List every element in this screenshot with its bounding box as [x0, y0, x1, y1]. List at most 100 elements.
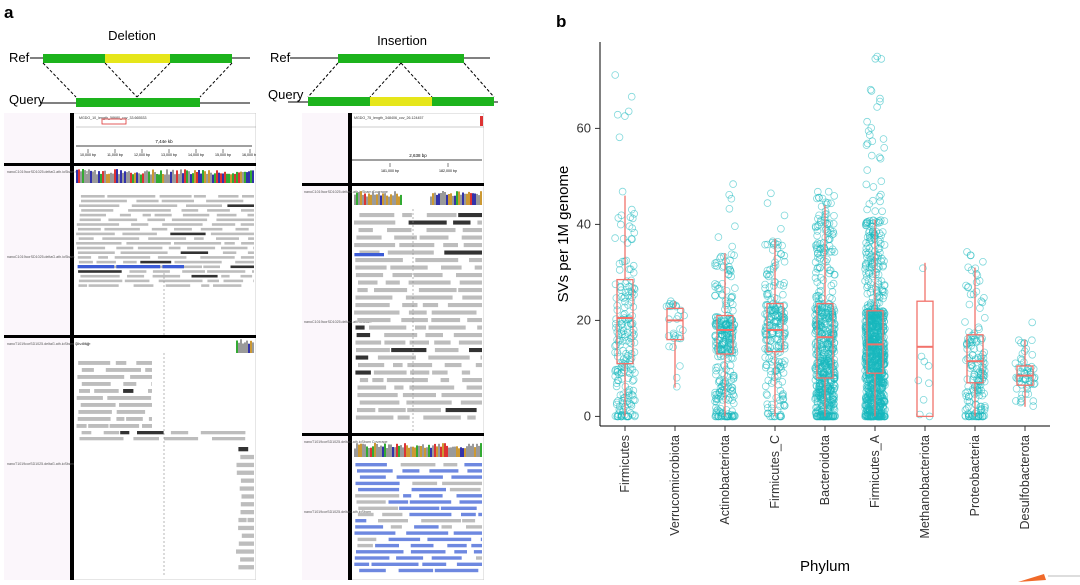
data-point — [627, 276, 636, 285]
x-tick-label: Bacteroidota — [818, 435, 832, 505]
igv-read — [76, 223, 120, 226]
igv-coverage-bar — [400, 445, 402, 457]
data-point — [673, 382, 681, 391]
igv-coverage-bar — [358, 192, 360, 205]
data-point — [613, 110, 622, 119]
igv-read — [181, 209, 199, 212]
data-point — [730, 320, 738, 329]
data-point — [822, 358, 831, 367]
data-point — [876, 239, 885, 248]
insertion-schematic: Insertion Ref Query — [268, 33, 498, 106]
data-point — [979, 412, 987, 421]
igv-read — [461, 512, 476, 517]
insertion-ref-label: Ref — [270, 50, 291, 65]
data-point — [628, 205, 636, 214]
igv-read — [357, 318, 391, 323]
data-point — [816, 251, 825, 259]
data-point — [962, 281, 970, 290]
igv-read — [76, 396, 103, 400]
data-point — [825, 219, 834, 228]
data-point — [876, 393, 885, 401]
igv-read — [170, 431, 189, 435]
igv-read — [77, 246, 106, 250]
data-point — [761, 280, 769, 289]
box-iqr — [616, 278, 634, 365]
data-point — [880, 291, 888, 300]
igv-read — [388, 500, 409, 504]
data-point — [819, 256, 828, 265]
data-point — [861, 277, 869, 285]
igv-read — [206, 199, 244, 203]
igv-read — [355, 258, 403, 263]
igv-read — [357, 288, 368, 293]
igv-read — [409, 340, 429, 345]
x-tick-label: Verrucomicrobiota — [668, 435, 682, 536]
igv-coverage-bar — [230, 174, 232, 183]
data-point — [1012, 397, 1020, 405]
data-point — [830, 192, 839, 200]
point-group-firmicutes — [611, 71, 639, 421]
igv-screenshot-insertion: MGDO_75_length_348406_cov_26.124457 2,638… — [301, 112, 485, 581]
igv-coverage-bar — [372, 191, 374, 205]
data-point — [961, 318, 969, 326]
igv-read — [415, 325, 427, 330]
igv-read — [80, 274, 120, 278]
igv-coverage-bar — [432, 445, 434, 457]
data-point — [813, 239, 822, 248]
igv-read — [462, 228, 482, 233]
data-point — [980, 348, 989, 357]
igv-read — [201, 284, 210, 287]
igv-read — [213, 284, 242, 287]
data-point — [618, 187, 627, 196]
igv-coverage-bar — [410, 446, 412, 457]
data-point — [861, 265, 869, 273]
data-point — [812, 322, 820, 330]
igv-read — [480, 355, 482, 360]
igv-read — [174, 227, 192, 231]
data-point — [829, 279, 838, 288]
igv-coverage-bar — [138, 173, 140, 183]
igv-coverage-bar — [196, 172, 198, 183]
sv-boxplot-chart: 0 20 40 60 SVs per 1M genome Firmicutes Verruc… — [555, 42, 1050, 575]
box-iqr — [666, 307, 684, 341]
data-point — [873, 52, 882, 61]
data-point — [722, 286, 731, 295]
data-point — [723, 372, 732, 381]
data-point — [763, 409, 772, 418]
igv-coverage-bar — [162, 174, 164, 183]
data-point — [864, 334, 872, 343]
igv-coverage-bar — [166, 169, 168, 183]
igv-coverage-bar — [428, 444, 430, 457]
igv-read — [81, 431, 92, 435]
data-point — [830, 347, 839, 356]
data-point — [826, 347, 835, 356]
data-point — [729, 306, 737, 315]
data-point — [877, 412, 886, 421]
igv-coverage-bar — [202, 170, 204, 183]
igv-coverage-bar — [180, 169, 182, 183]
igv-read — [200, 256, 235, 259]
igv-read — [459, 500, 482, 504]
data-point — [731, 284, 739, 292]
data-point — [625, 222, 634, 231]
igv-coverage-bar — [434, 443, 436, 457]
igv-read — [396, 475, 443, 479]
igv-read — [354, 556, 390, 560]
data-point — [979, 258, 987, 266]
data-point — [728, 396, 737, 405]
igv-coverage-bar — [402, 447, 404, 457]
data-point — [878, 207, 887, 216]
deletion-schematic: Deletion Ref Query — [9, 28, 250, 107]
data-point — [879, 380, 888, 388]
igv-coverage-bar — [456, 191, 458, 205]
data-point — [815, 287, 823, 296]
igv-coverage-bar — [440, 193, 442, 205]
igv-read — [355, 415, 394, 420]
igv-coverage-bar — [464, 448, 466, 457]
data-point — [813, 305, 822, 313]
igv-read — [480, 537, 482, 542]
data-point — [871, 331, 880, 340]
igv-coverage-bar — [374, 443, 376, 457]
data-point — [818, 412, 827, 421]
data-point — [763, 289, 771, 298]
